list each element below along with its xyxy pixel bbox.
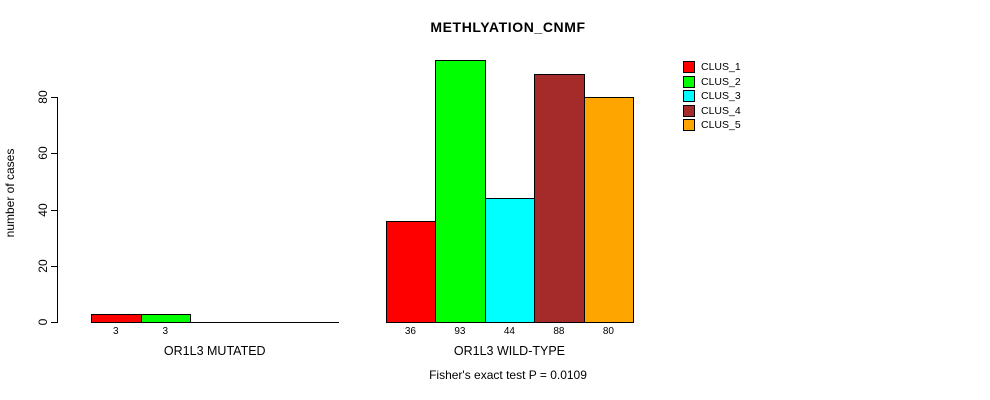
legend-label: CLUS_1: [701, 61, 741, 74]
legend-item: CLUS_1: [683, 60, 741, 75]
y-tick-label: 40: [36, 202, 50, 217]
legend-swatch: [683, 61, 695, 74]
y-axis-label: number of cases: [3, 148, 17, 238]
legend-swatch: [683, 119, 695, 132]
legend-item: CLUS_4: [683, 104, 741, 119]
group-label: OR1L3 WILD-TYPE: [453, 344, 566, 358]
bar-value-label: 93: [454, 326, 466, 337]
bar-clus_2: [140, 314, 191, 323]
bar-value-label: 80: [602, 326, 614, 337]
bar-value-label: 3: [162, 326, 169, 337]
y-tick: [51, 97, 57, 98]
legend-label: CLUS_5: [701, 119, 741, 132]
bar-clus_5: [583, 97, 635, 323]
legend-swatch: [683, 75, 695, 88]
legend-swatch: [683, 104, 695, 117]
bar-clus_3: [484, 198, 536, 323]
y-tick: [51, 153, 57, 155]
y-tick: [51, 265, 57, 267]
y-tick: [51, 322, 57, 323]
group-label: OR1L3 MUTATED: [163, 344, 266, 358]
legend: CLUS_1 CLUS_2 CLUS_3 CLUS_4 CLUS_5: [683, 60, 741, 133]
y-tick-label: 60: [36, 146, 50, 160]
bar-clus_2: [435, 60, 486, 323]
y-axis-line: [57, 97, 58, 323]
y-tick: [51, 209, 57, 211]
bar-value-label: 3: [112, 326, 119, 337]
legend-item: CLUS_3: [683, 89, 741, 104]
bar-clus_1: [385, 221, 437, 323]
legend-label: CLUS_3: [701, 90, 741, 103]
bar-value-label: 88: [553, 326, 565, 337]
legend-label: CLUS_4: [701, 104, 741, 117]
annotation-text: Fisher's exact test P = 0.0109: [429, 368, 587, 382]
legend-label: CLUS_2: [701, 75, 741, 88]
bar-clus_1: [91, 314, 142, 323]
legend-item: CLUS_5: [683, 118, 741, 133]
y-tick-label: 0: [36, 318, 50, 326]
legend-item: CLUS_2: [683, 75, 741, 90]
bar-value-label: 36: [404, 326, 416, 337]
legend-swatch: [683, 90, 695, 103]
chart-title: METHLYATION_CNMF: [430, 19, 586, 35]
y-tick-label: 20: [36, 259, 50, 273]
group-baseline: [91, 322, 339, 323]
bar-value-label: 44: [503, 326, 515, 337]
bar-clus_4: [534, 74, 585, 323]
y-tick-label: 80: [36, 90, 50, 104]
